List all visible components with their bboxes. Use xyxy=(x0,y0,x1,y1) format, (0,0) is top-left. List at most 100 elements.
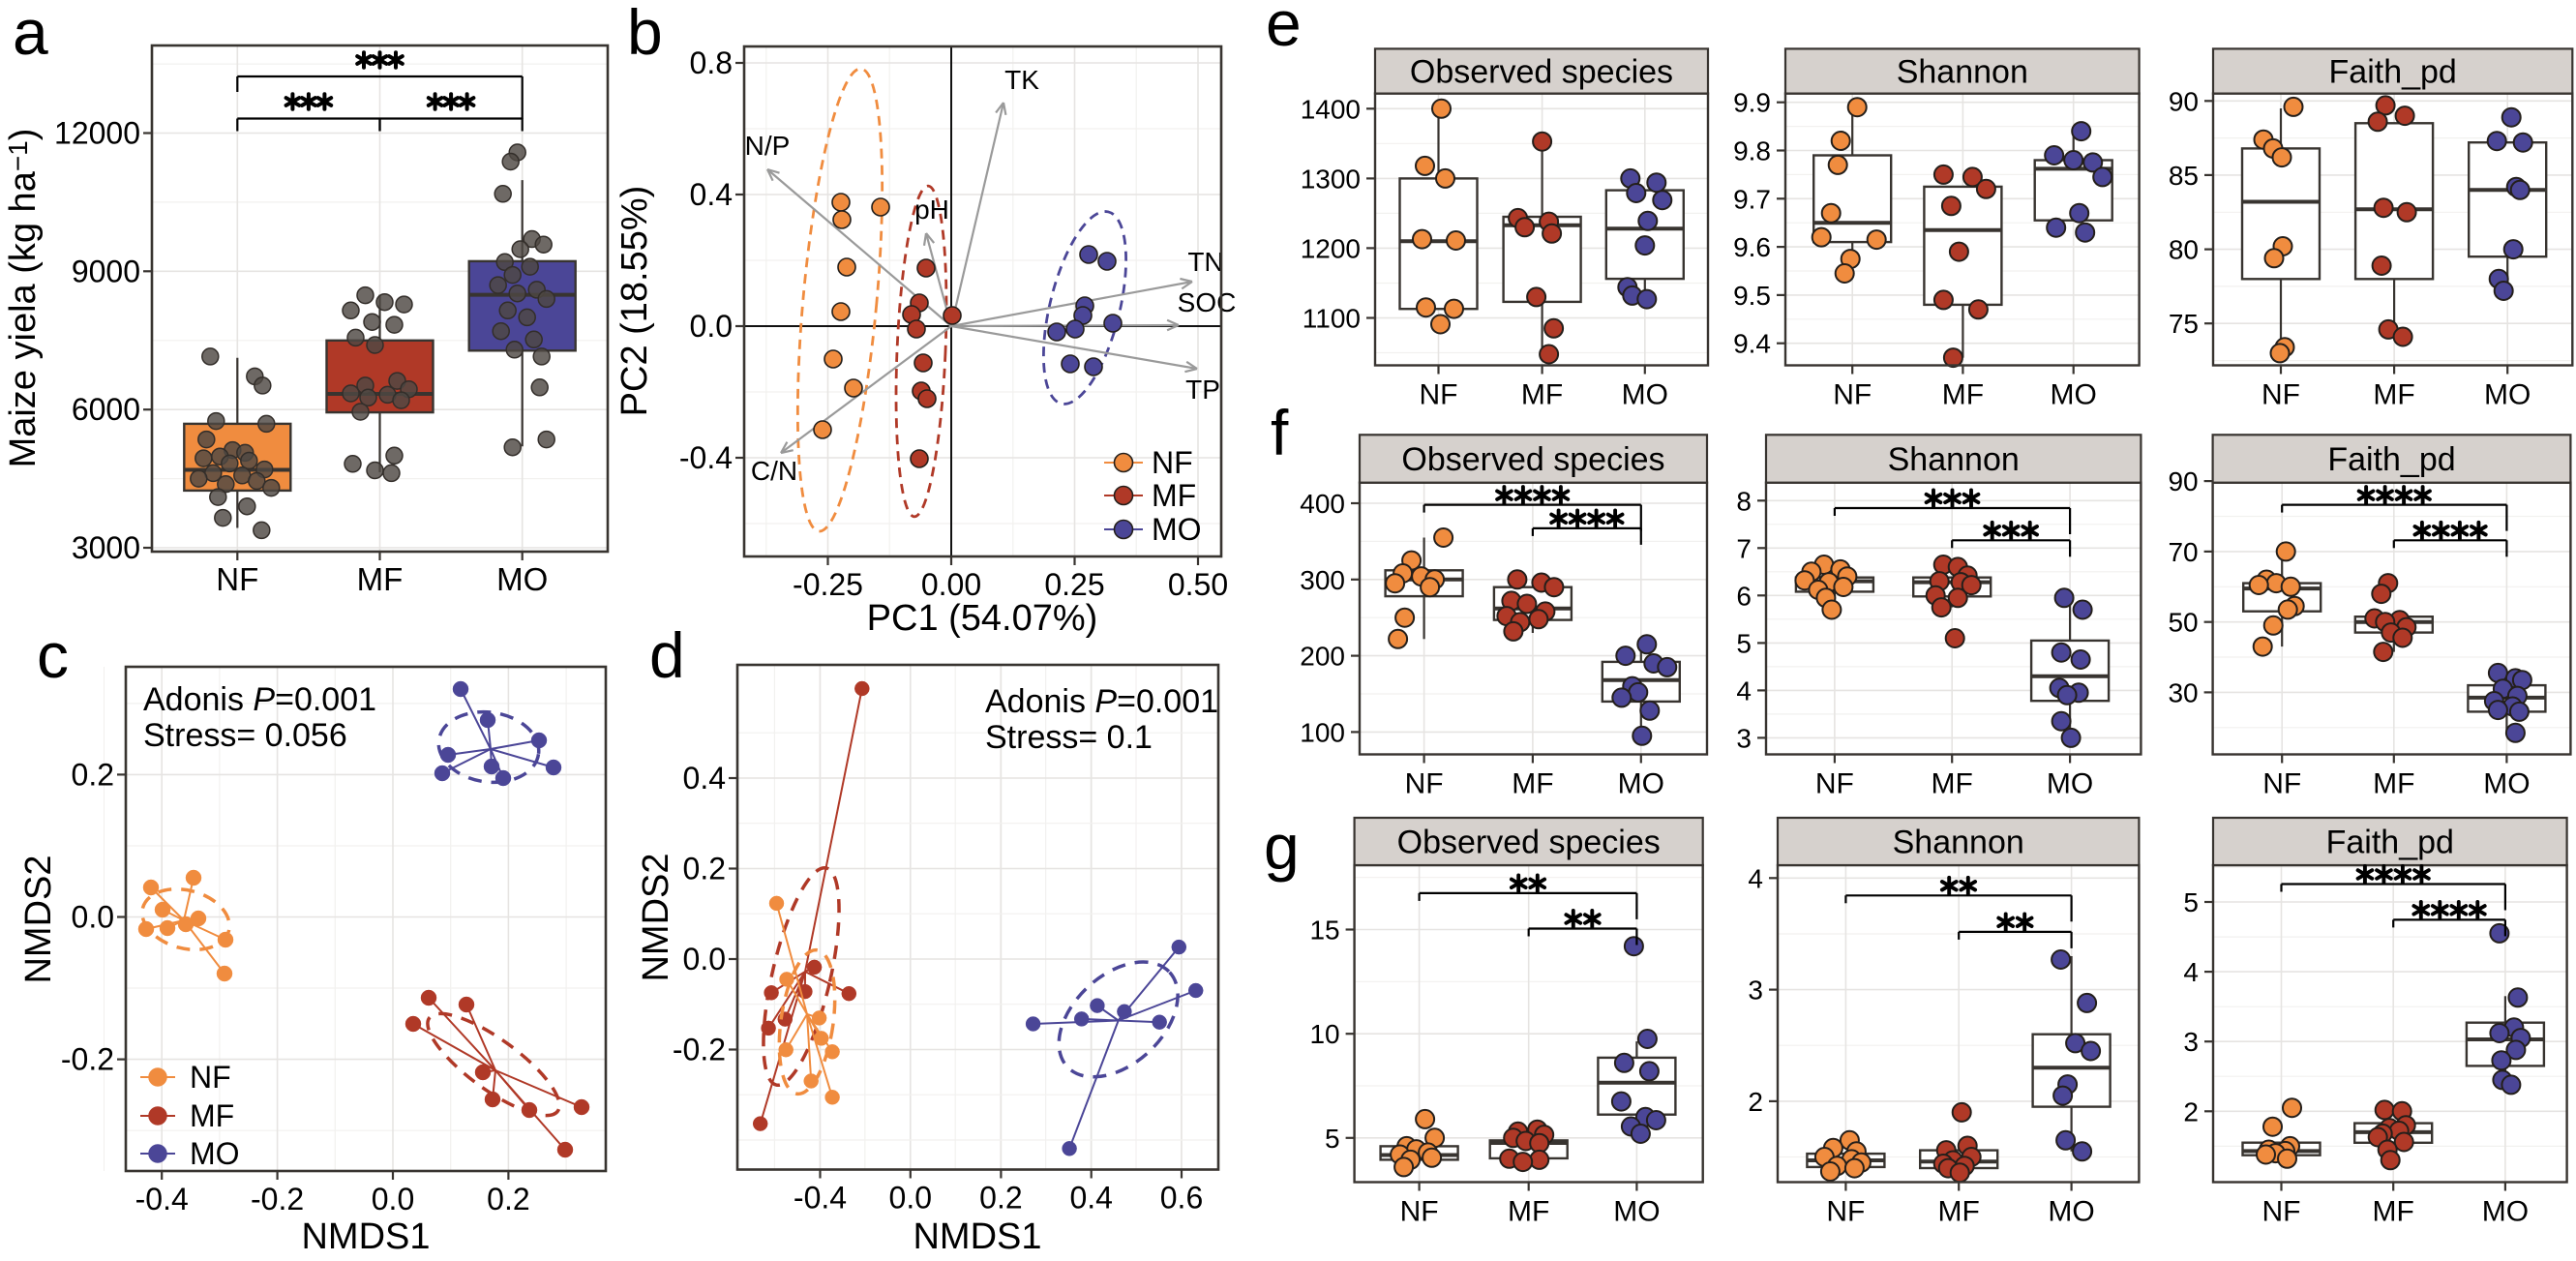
svg-text:Adonis P=0.001: Adonis P=0.001 xyxy=(985,683,1218,720)
svg-text:pH: pH xyxy=(914,195,949,225)
svg-text:NF: NF xyxy=(190,1060,231,1095)
svg-text:a: a xyxy=(13,0,48,68)
svg-text:Shannon: Shannon xyxy=(1893,825,2024,861)
svg-text:Stress= 0.056: Stress= 0.056 xyxy=(143,717,347,754)
svg-text:NF: NF xyxy=(2262,1196,2301,1228)
svg-text:3: 3 xyxy=(1748,976,1763,1006)
svg-text:NF: NF xyxy=(1826,1196,1865,1228)
svg-text:-0.25: -0.25 xyxy=(793,567,863,602)
svg-text:6: 6 xyxy=(1736,581,1752,611)
svg-text:Observed species: Observed species xyxy=(1401,441,1664,478)
svg-text:0.50: 0.50 xyxy=(1168,567,1228,602)
svg-text:Observed species: Observed species xyxy=(1410,54,1673,91)
svg-text:4: 4 xyxy=(1748,863,1763,893)
svg-text:2: 2 xyxy=(2183,1096,2199,1126)
svg-text:6000: 6000 xyxy=(72,392,140,427)
svg-text:MF: MF xyxy=(1152,478,1196,513)
svg-text:NF: NF xyxy=(1833,379,1872,411)
svg-text:9.6: 9.6 xyxy=(1733,232,1771,262)
svg-text:TK: TK xyxy=(1004,65,1039,95)
svg-text:NF: NF xyxy=(1400,1196,1439,1228)
svg-text:0.4: 0.4 xyxy=(690,177,733,212)
svg-text:-0.4: -0.4 xyxy=(135,1182,189,1216)
svg-text:0.6: 0.6 xyxy=(1160,1181,1203,1216)
svg-text:3000: 3000 xyxy=(72,530,140,565)
svg-text:NF: NF xyxy=(2261,379,2300,411)
svg-text:MF: MF xyxy=(190,1098,234,1133)
svg-text:Faith_pd: Faith_pd xyxy=(2329,54,2457,91)
svg-text:MF: MF xyxy=(1508,1196,1549,1228)
svg-text:0.0: 0.0 xyxy=(72,900,114,935)
svg-text:-0.4: -0.4 xyxy=(794,1181,847,1216)
svg-text:MO: MO xyxy=(1613,1196,1660,1228)
svg-text:9.5: 9.5 xyxy=(1733,281,1771,311)
svg-text:0.2: 0.2 xyxy=(72,757,114,792)
svg-text:NMDS1: NMDS1 xyxy=(301,1216,430,1257)
svg-text:12000: 12000 xyxy=(54,116,140,151)
svg-text:200: 200 xyxy=(1300,642,1345,672)
svg-text:0.2: 0.2 xyxy=(979,1181,1022,1216)
svg-text:4: 4 xyxy=(1736,676,1752,706)
svg-text:70: 70 xyxy=(2168,537,2198,567)
svg-text:0.0: 0.0 xyxy=(372,1182,414,1216)
svg-text:MF: MF xyxy=(1521,379,1563,411)
svg-text:NF: NF xyxy=(2262,768,2301,800)
svg-text:-0.2: -0.2 xyxy=(61,1042,114,1077)
svg-text:9.8: 9.8 xyxy=(1733,136,1771,166)
svg-text:e: e xyxy=(1266,0,1302,59)
svg-text:100: 100 xyxy=(1300,717,1345,747)
svg-text:5: 5 xyxy=(1736,628,1752,658)
svg-text:3: 3 xyxy=(2183,1027,2199,1057)
svg-text:MF: MF xyxy=(2373,379,2414,411)
svg-text:MO: MO xyxy=(2051,379,2097,411)
svg-text:-0.4: -0.4 xyxy=(679,440,733,475)
svg-text:PC2 (18.55%): PC2 (18.55%) xyxy=(614,186,655,417)
svg-text:MO: MO xyxy=(1152,512,1202,547)
svg-text:10: 10 xyxy=(1309,1019,1339,1049)
svg-text:0.4: 0.4 xyxy=(1069,1181,1112,1216)
svg-text:5: 5 xyxy=(2183,887,2199,917)
svg-text:90: 90 xyxy=(2168,466,2198,496)
svg-text:NF: NF xyxy=(1152,445,1193,480)
svg-text:MF: MF xyxy=(1938,1196,1980,1228)
svg-text:NMDS2: NMDS2 xyxy=(636,853,676,981)
svg-text:80: 80 xyxy=(2169,235,2199,265)
svg-text:b: b xyxy=(627,0,663,68)
svg-text:d: d xyxy=(649,619,685,691)
svg-text:MO: MO xyxy=(1622,379,1668,411)
svg-text:5: 5 xyxy=(1325,1124,1340,1154)
svg-text:g: g xyxy=(1264,811,1300,883)
svg-text:90: 90 xyxy=(2169,86,2199,116)
svg-text:Maize yiela (kg ha−1): Maize yiela (kg ha−1) xyxy=(3,129,44,468)
svg-text:MF: MF xyxy=(2373,1196,2414,1228)
svg-text:0.0: 0.0 xyxy=(690,309,733,344)
svg-text:Shannon: Shannon xyxy=(1888,441,2020,478)
svg-text:TN: TN xyxy=(1187,247,1223,277)
svg-text:0.4: 0.4 xyxy=(683,761,726,796)
svg-text:7: 7 xyxy=(1736,533,1752,563)
svg-text:0.2: 0.2 xyxy=(487,1182,529,1216)
svg-text:Adonis P=0.001: Adonis P=0.001 xyxy=(143,681,376,718)
svg-text:NF: NF xyxy=(1420,379,1458,411)
svg-text:MO: MO xyxy=(1618,768,1664,800)
svg-text:MO: MO xyxy=(496,561,548,597)
svg-text:50: 50 xyxy=(2168,608,2198,638)
svg-text:0.8: 0.8 xyxy=(690,45,733,80)
svg-text:1200: 1200 xyxy=(1301,233,1361,263)
svg-text:-0.2: -0.2 xyxy=(251,1182,304,1216)
svg-text:Stress= 0.1: Stress= 0.1 xyxy=(985,719,1153,756)
svg-text:Observed species: Observed species xyxy=(1397,825,1661,861)
svg-text:PC1 (54.07%): PC1 (54.07%) xyxy=(867,598,1098,639)
svg-text:NMDS1: NMDS1 xyxy=(913,1216,1041,1257)
svg-text:MF: MF xyxy=(1932,768,1973,800)
svg-text:1100: 1100 xyxy=(1303,304,1361,334)
svg-text:Shannon: Shannon xyxy=(1897,54,2028,91)
svg-text:Faith_pd: Faith_pd xyxy=(2327,441,2455,478)
svg-text:-0.2: -0.2 xyxy=(673,1033,726,1067)
svg-text:75: 75 xyxy=(2169,309,2199,339)
svg-text:Faith_pd: Faith_pd xyxy=(2326,825,2454,861)
svg-text:30: 30 xyxy=(2168,677,2198,707)
svg-text:0.0: 0.0 xyxy=(683,942,726,976)
svg-text:4: 4 xyxy=(2183,957,2199,987)
svg-text:9.4: 9.4 xyxy=(1733,329,1771,359)
